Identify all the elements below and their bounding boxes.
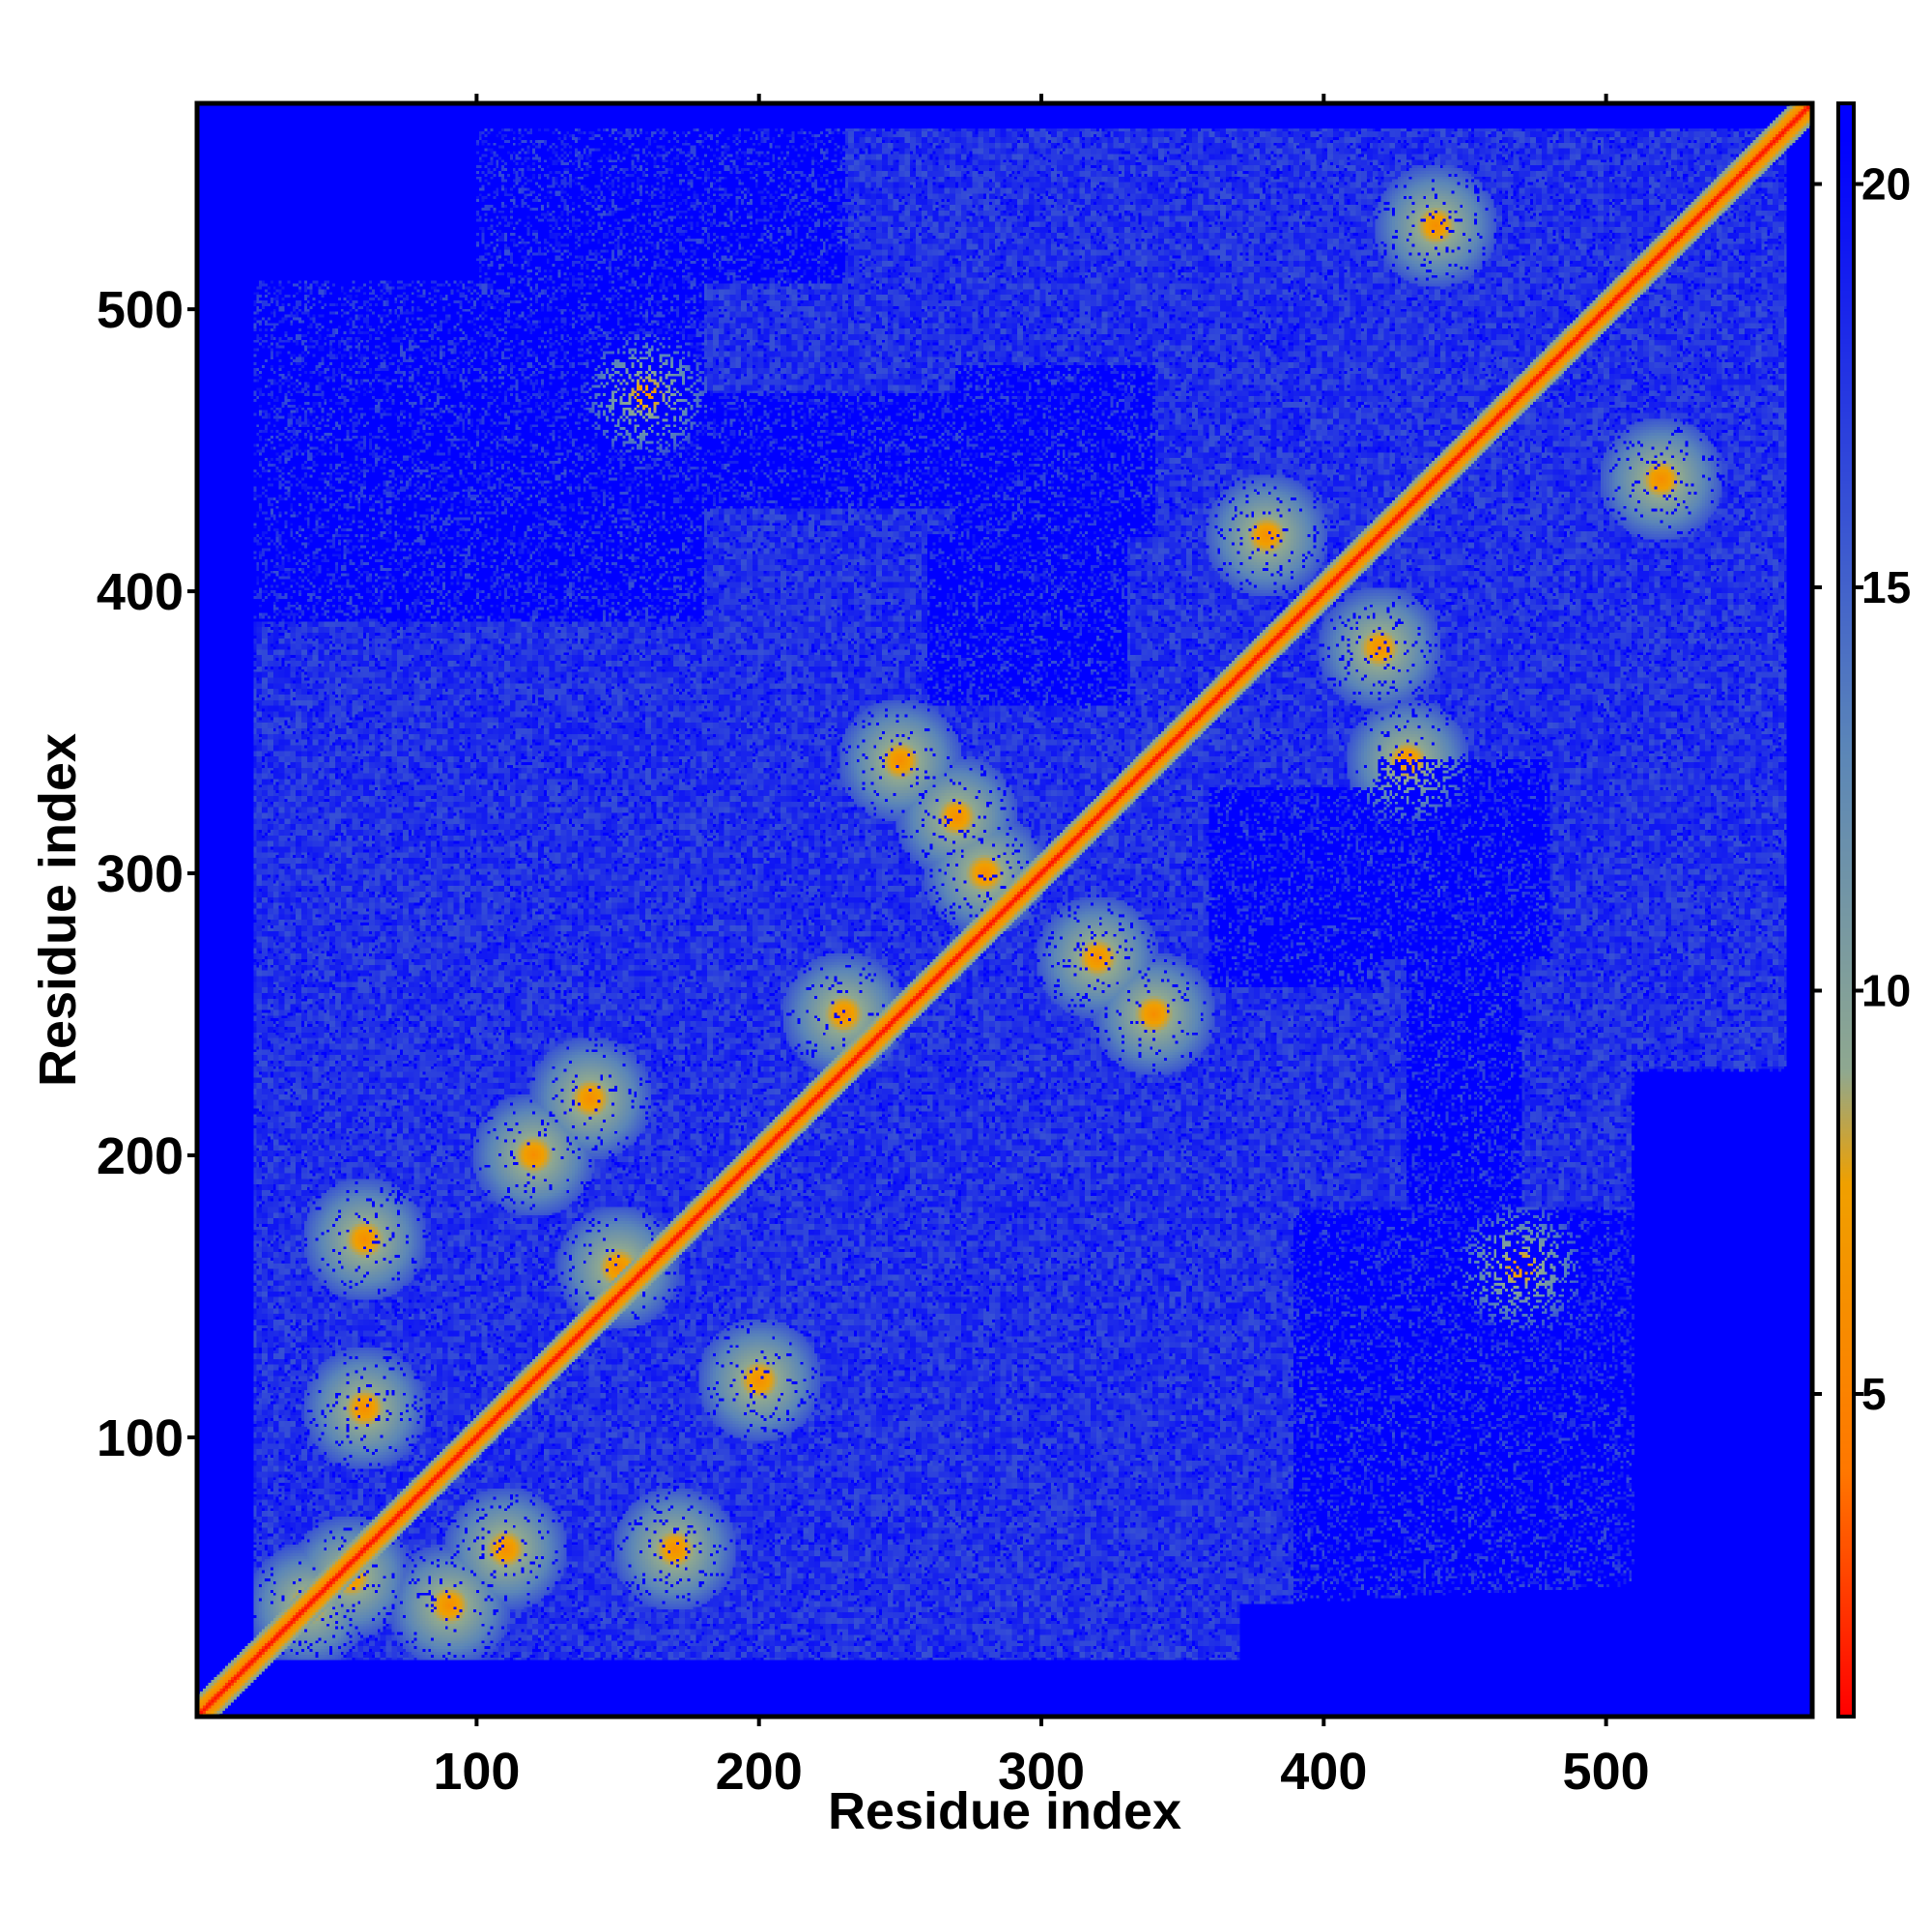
y-tick-label: 500	[97, 281, 184, 339]
heatmap-image	[197, 103, 1812, 1717]
top-axis-ticks	[474, 94, 1608, 103]
x-axis-title: Residue index	[828, 1782, 1181, 1840]
colorbar-frame	[1836, 101, 1856, 1719]
y-tick-label: 200	[97, 1127, 184, 1185]
heatmap-plot-area	[197, 103, 1812, 1717]
x-axis-ticks: 100 200 300 400 500	[433, 1717, 1650, 1801]
y-axis-ticks: 100 200 300 400 500	[97, 281, 197, 1467]
y-axis-title: Residue index	[29, 733, 87, 1087]
x-tick-label: 500	[1563, 1743, 1650, 1801]
colorbar-tick-label: 5	[1861, 1369, 1887, 1419]
colorbar: 5 10 15 20	[1812, 101, 1911, 1719]
colorbar-ticks: 5 10 15 20	[1812, 159, 1911, 1419]
x-tick-label: 200	[716, 1743, 803, 1801]
colorbar-tick-label: 10	[1861, 966, 1911, 1016]
colorbar-tick-label: 20	[1861, 159, 1911, 210]
colorbar-tick-label: 15	[1861, 562, 1911, 612]
y-tick-label: 400	[97, 563, 184, 621]
y-tick-label: 100	[97, 1409, 184, 1467]
plot-frame	[194, 100, 1815, 1719]
x-tick-label: 400	[1280, 1743, 1367, 1801]
colorbar-gradient	[1838, 103, 1854, 1717]
y-tick-label: 300	[97, 845, 184, 903]
x-tick-label: 100	[433, 1743, 520, 1801]
x-tick-label: 300	[998, 1743, 1085, 1801]
